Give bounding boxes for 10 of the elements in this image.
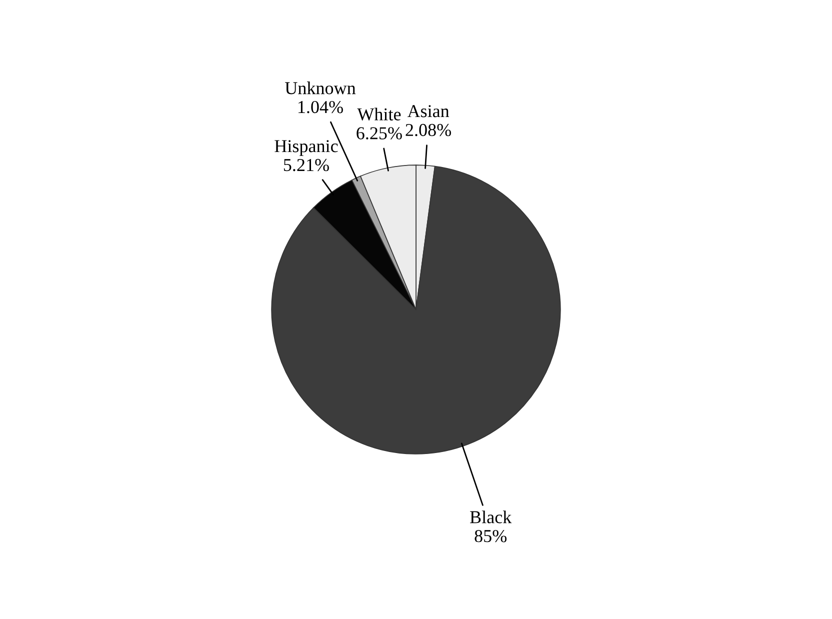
slice-label: Black [470,510,512,524]
slice-label: White [357,108,401,121]
slice-label: Hispanic [274,140,338,156]
data-label: 1.04% [298,100,343,114]
data-label: 6.25% [356,127,402,140]
slice-label: Unknown [285,82,356,94]
data-label: 5.21% [284,158,329,172]
data-label: 85% [474,530,507,542]
slice-label: Asian [407,105,450,118]
data-label: 2.08% [406,124,452,136]
